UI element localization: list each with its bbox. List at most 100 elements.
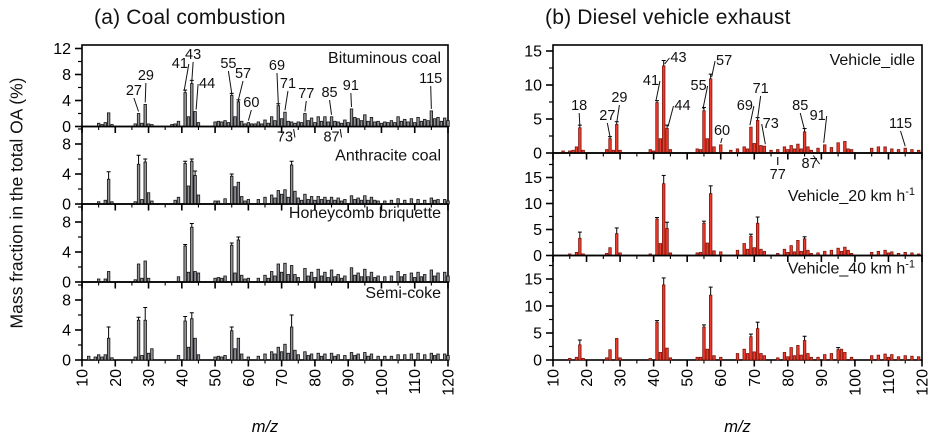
bar	[349, 352, 354, 361]
x-tick-label: 50	[680, 369, 697, 387]
peak-label: 77	[298, 86, 314, 102]
bar	[263, 274, 267, 283]
bar	[574, 146, 579, 154]
peak-leader-line	[247, 109, 252, 121]
bar	[286, 196, 290, 205]
bar	[196, 272, 201, 283]
bar	[279, 351, 284, 361]
x-tick-label: 70	[274, 369, 291, 387]
bar	[329, 116, 334, 127]
bar	[655, 102, 659, 154]
bar	[303, 113, 307, 127]
peak-label: 18	[571, 98, 587, 114]
bar	[309, 271, 314, 283]
bar	[429, 110, 434, 127]
series-label: Vehicle_40 km h-1	[788, 259, 915, 278]
bar	[742, 243, 746, 256]
bar	[658, 138, 662, 154]
x-tick-label: 40	[646, 369, 663, 387]
bar	[283, 189, 287, 205]
y-tick-label: 4	[62, 245, 71, 262]
bar	[802, 238, 807, 256]
bar	[240, 274, 244, 283]
peak-leader-line	[276, 72, 279, 104]
y-tick-label: 4	[62, 93, 71, 110]
bar	[396, 116, 400, 127]
bar	[749, 235, 753, 256]
bar	[353, 355, 357, 361]
peak-label: 115	[889, 116, 912, 132]
bar	[423, 118, 427, 127]
bar	[110, 357, 114, 361]
subplot-frame	[81, 125, 449, 205]
peak-leader-line	[711, 60, 716, 77]
bar	[870, 355, 874, 361]
bar	[409, 272, 414, 283]
bar	[146, 192, 151, 205]
peak-label: 91	[810, 108, 826, 124]
bar	[316, 268, 320, 283]
bar	[230, 175, 234, 205]
x-tick-label: 100	[374, 369, 391, 396]
bar	[648, 357, 652, 361]
bar	[93, 356, 97, 361]
peak-label: 91	[343, 78, 359, 94]
peak-leader-line	[900, 130, 906, 147]
bar	[429, 197, 434, 205]
x-tick-label: 40	[174, 369, 191, 387]
bar	[303, 268, 307, 283]
bar	[276, 346, 280, 361]
bar	[336, 354, 340, 361]
bar	[705, 242, 709, 256]
y-tick-label: 4	[62, 167, 71, 184]
bar	[389, 120, 394, 127]
y-tick-label: 15	[524, 44, 542, 61]
bar	[306, 355, 310, 361]
bar	[230, 244, 234, 283]
bar	[270, 116, 274, 127]
bar	[273, 275, 277, 283]
bar	[429, 269, 434, 283]
peak-leader-line	[183, 63, 190, 91]
bar	[369, 196, 374, 205]
bar	[578, 237, 582, 256]
peak-label: 55	[220, 56, 236, 72]
bar	[286, 274, 290, 283]
bar	[100, 356, 104, 361]
x-tick-label: 10	[546, 369, 563, 387]
bar	[436, 353, 440, 361]
y-tick-label: 8	[62, 293, 71, 310]
x-tick-label: 110	[407, 369, 424, 395]
bar	[443, 353, 447, 361]
bar	[233, 272, 237, 283]
bar	[712, 146, 716, 154]
bar	[240, 353, 244, 361]
bar	[216, 355, 221, 361]
bar	[106, 112, 111, 127]
bar	[608, 138, 612, 154]
bar	[876, 354, 881, 361]
bar	[306, 120, 310, 127]
bar	[446, 120, 450, 127]
x-tick-label: 60	[241, 369, 258, 387]
bar	[836, 142, 840, 154]
y-tick-label: 0	[62, 197, 71, 214]
y-tick-label: 10	[524, 299, 542, 316]
bar	[293, 190, 297, 205]
bar	[886, 356, 891, 361]
peak-label: 57	[716, 53, 732, 69]
bar	[662, 183, 666, 256]
bar	[293, 274, 297, 283]
bar	[283, 111, 287, 127]
bar	[849, 356, 854, 361]
bar	[843, 352, 847, 361]
peak-leader-line	[761, 123, 766, 145]
y-tick-label: 0	[533, 353, 542, 370]
peak-leader-line	[237, 80, 244, 100]
bar	[796, 240, 800, 256]
bar	[176, 355, 181, 361]
bar	[829, 353, 834, 361]
bar	[273, 120, 277, 127]
bar	[193, 111, 197, 127]
